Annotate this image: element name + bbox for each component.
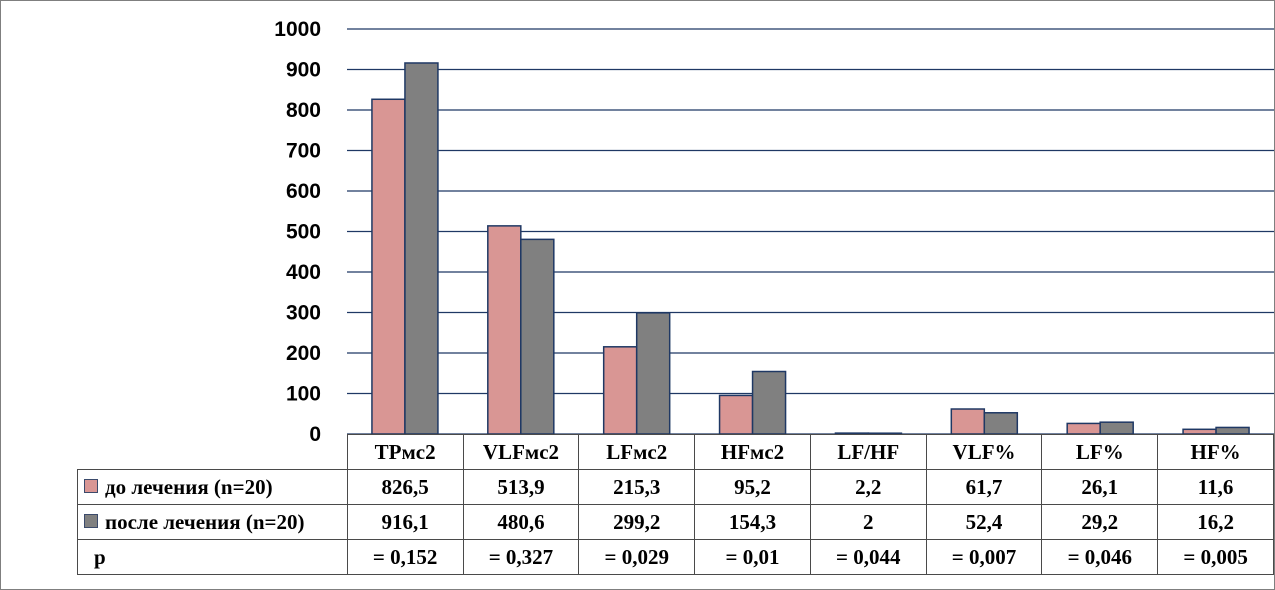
legend-swatch — [84, 513, 98, 528]
bar-before-0 — [371, 98, 406, 435]
category-label: HF% — [1157, 434, 1274, 470]
y-tick-label: 600 — [286, 180, 321, 203]
bar-after-7 — [1215, 426, 1250, 435]
table-header-row: TPмс2 VLFмс2 LFмс2 HFмс2 LF/HF VLF% LF% HF% — [77, 434, 1274, 470]
y-tick-label: 400 — [286, 261, 321, 284]
y-tick-label: 900 — [286, 59, 321, 82]
p-label: p — [77, 539, 348, 575]
bar-after-5 — [983, 412, 1019, 435]
data-cell: 154,3 — [694, 504, 811, 540]
y-tick-label: 800 — [286, 99, 321, 122]
y-tick-label: 100 — [286, 383, 321, 406]
data-cell: 95,2 — [694, 469, 811, 505]
bar-before-1 — [487, 225, 522, 435]
category-label: VLFмс2 — [462, 434, 580, 470]
category-label: VLF% — [925, 434, 1043, 470]
legend-entry: до лечения (n=20) — [77, 469, 348, 505]
legend-entry: после лечения (n=20) — [77, 504, 348, 540]
p-value-cell: = 0,029 — [578, 539, 696, 575]
data-cell: 16,2 — [1157, 504, 1274, 540]
data-cell: 11,6 — [1157, 469, 1274, 505]
data-cell: 480,6 — [462, 504, 580, 540]
y-tick-label: 500 — [286, 221, 321, 244]
table-row: после лечения (n=20) 916,1 480,6 299,2 154,3… — [77, 504, 1274, 540]
data-cell: 29,2 — [1041, 504, 1159, 540]
data-cell: 513,9 — [462, 469, 580, 505]
bar-before-2 — [602, 346, 638, 435]
data-cell: 26,1 — [1041, 469, 1159, 505]
legend-swatch — [84, 478, 98, 493]
y-tick-label: 700 — [286, 140, 321, 163]
p-value-cell: = 0,152 — [346, 539, 464, 575]
data-cell: 61,7 — [925, 469, 1043, 505]
category-label: HFмс2 — [694, 434, 811, 470]
table-corner — [77, 434, 348, 470]
data-cell: 826,5 — [346, 469, 464, 505]
data-cell: 916,1 — [346, 504, 464, 540]
bars — [371, 62, 1250, 435]
bar-before-6 — [1066, 422, 1101, 435]
category-label: TPмс2 — [346, 434, 464, 470]
y-tick-label: 1000 — [274, 18, 321, 41]
category-label: LF% — [1041, 434, 1159, 470]
y-tick-label: 300 — [286, 302, 321, 325]
p-value-cell: = 0,327 — [462, 539, 580, 575]
legend-label: до лечения (n=20) — [105, 474, 273, 499]
y-tick-label: 200 — [286, 342, 321, 365]
category-label: LF/HF — [809, 434, 927, 470]
bar-after-0 — [404, 62, 439, 435]
bar-before-5 — [950, 408, 986, 435]
legend-label: после лечения (n=20) — [105, 509, 305, 534]
p-value-cell: = 0,044 — [809, 539, 927, 575]
table-row: до лечения (n=20) 826,5 513,9 215,3 95,2 2,2 6… — [77, 469, 1274, 505]
p-value-cell: = 0,007 — [925, 539, 1043, 575]
bar-after-6 — [1099, 421, 1134, 435]
data-cell: 2 — [809, 504, 927, 540]
bar-before-3 — [718, 394, 754, 435]
data-cell: 52,4 — [925, 504, 1043, 540]
table-row-p: p = 0,152 = 0,327 = 0,029 = 0,01 = 0,044 = 0,0… — [77, 539, 1274, 575]
bar-after-1 — [520, 238, 555, 435]
p-value-cell: = 0,01 — [694, 539, 811, 575]
p-value-cell: = 0,046 — [1041, 539, 1159, 575]
gridlines — [347, 28, 1274, 435]
data-cell: 2,2 — [809, 469, 927, 505]
p-value-cell: = 0,005 — [1157, 539, 1274, 575]
category-label: LFмс2 — [578, 434, 696, 470]
bar-after-2 — [635, 312, 671, 435]
data-cell: 299,2 — [578, 504, 696, 540]
data-cell: 215,3 — [578, 469, 696, 505]
bar-after-3 — [751, 370, 787, 435]
data-table: TPмс2 VLFмс2 LFмс2 HFмс2 LF/HF VLF% LF% HF% до л… — [77, 434, 1274, 575]
